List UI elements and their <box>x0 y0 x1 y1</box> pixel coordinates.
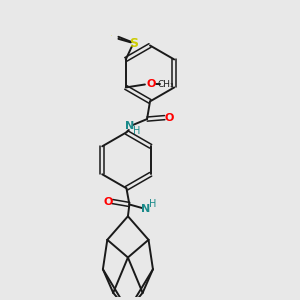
Text: H: H <box>149 200 157 209</box>
Text: N: N <box>141 204 150 214</box>
Text: O: O <box>103 196 112 206</box>
Text: H: H <box>133 126 140 136</box>
Text: S: S <box>111 35 112 36</box>
Text: O: O <box>146 80 155 89</box>
Text: N: N <box>125 122 134 131</box>
Text: CH₃: CH₃ <box>157 80 174 89</box>
Text: S: S <box>129 37 138 50</box>
Text: O: O <box>164 112 174 123</box>
